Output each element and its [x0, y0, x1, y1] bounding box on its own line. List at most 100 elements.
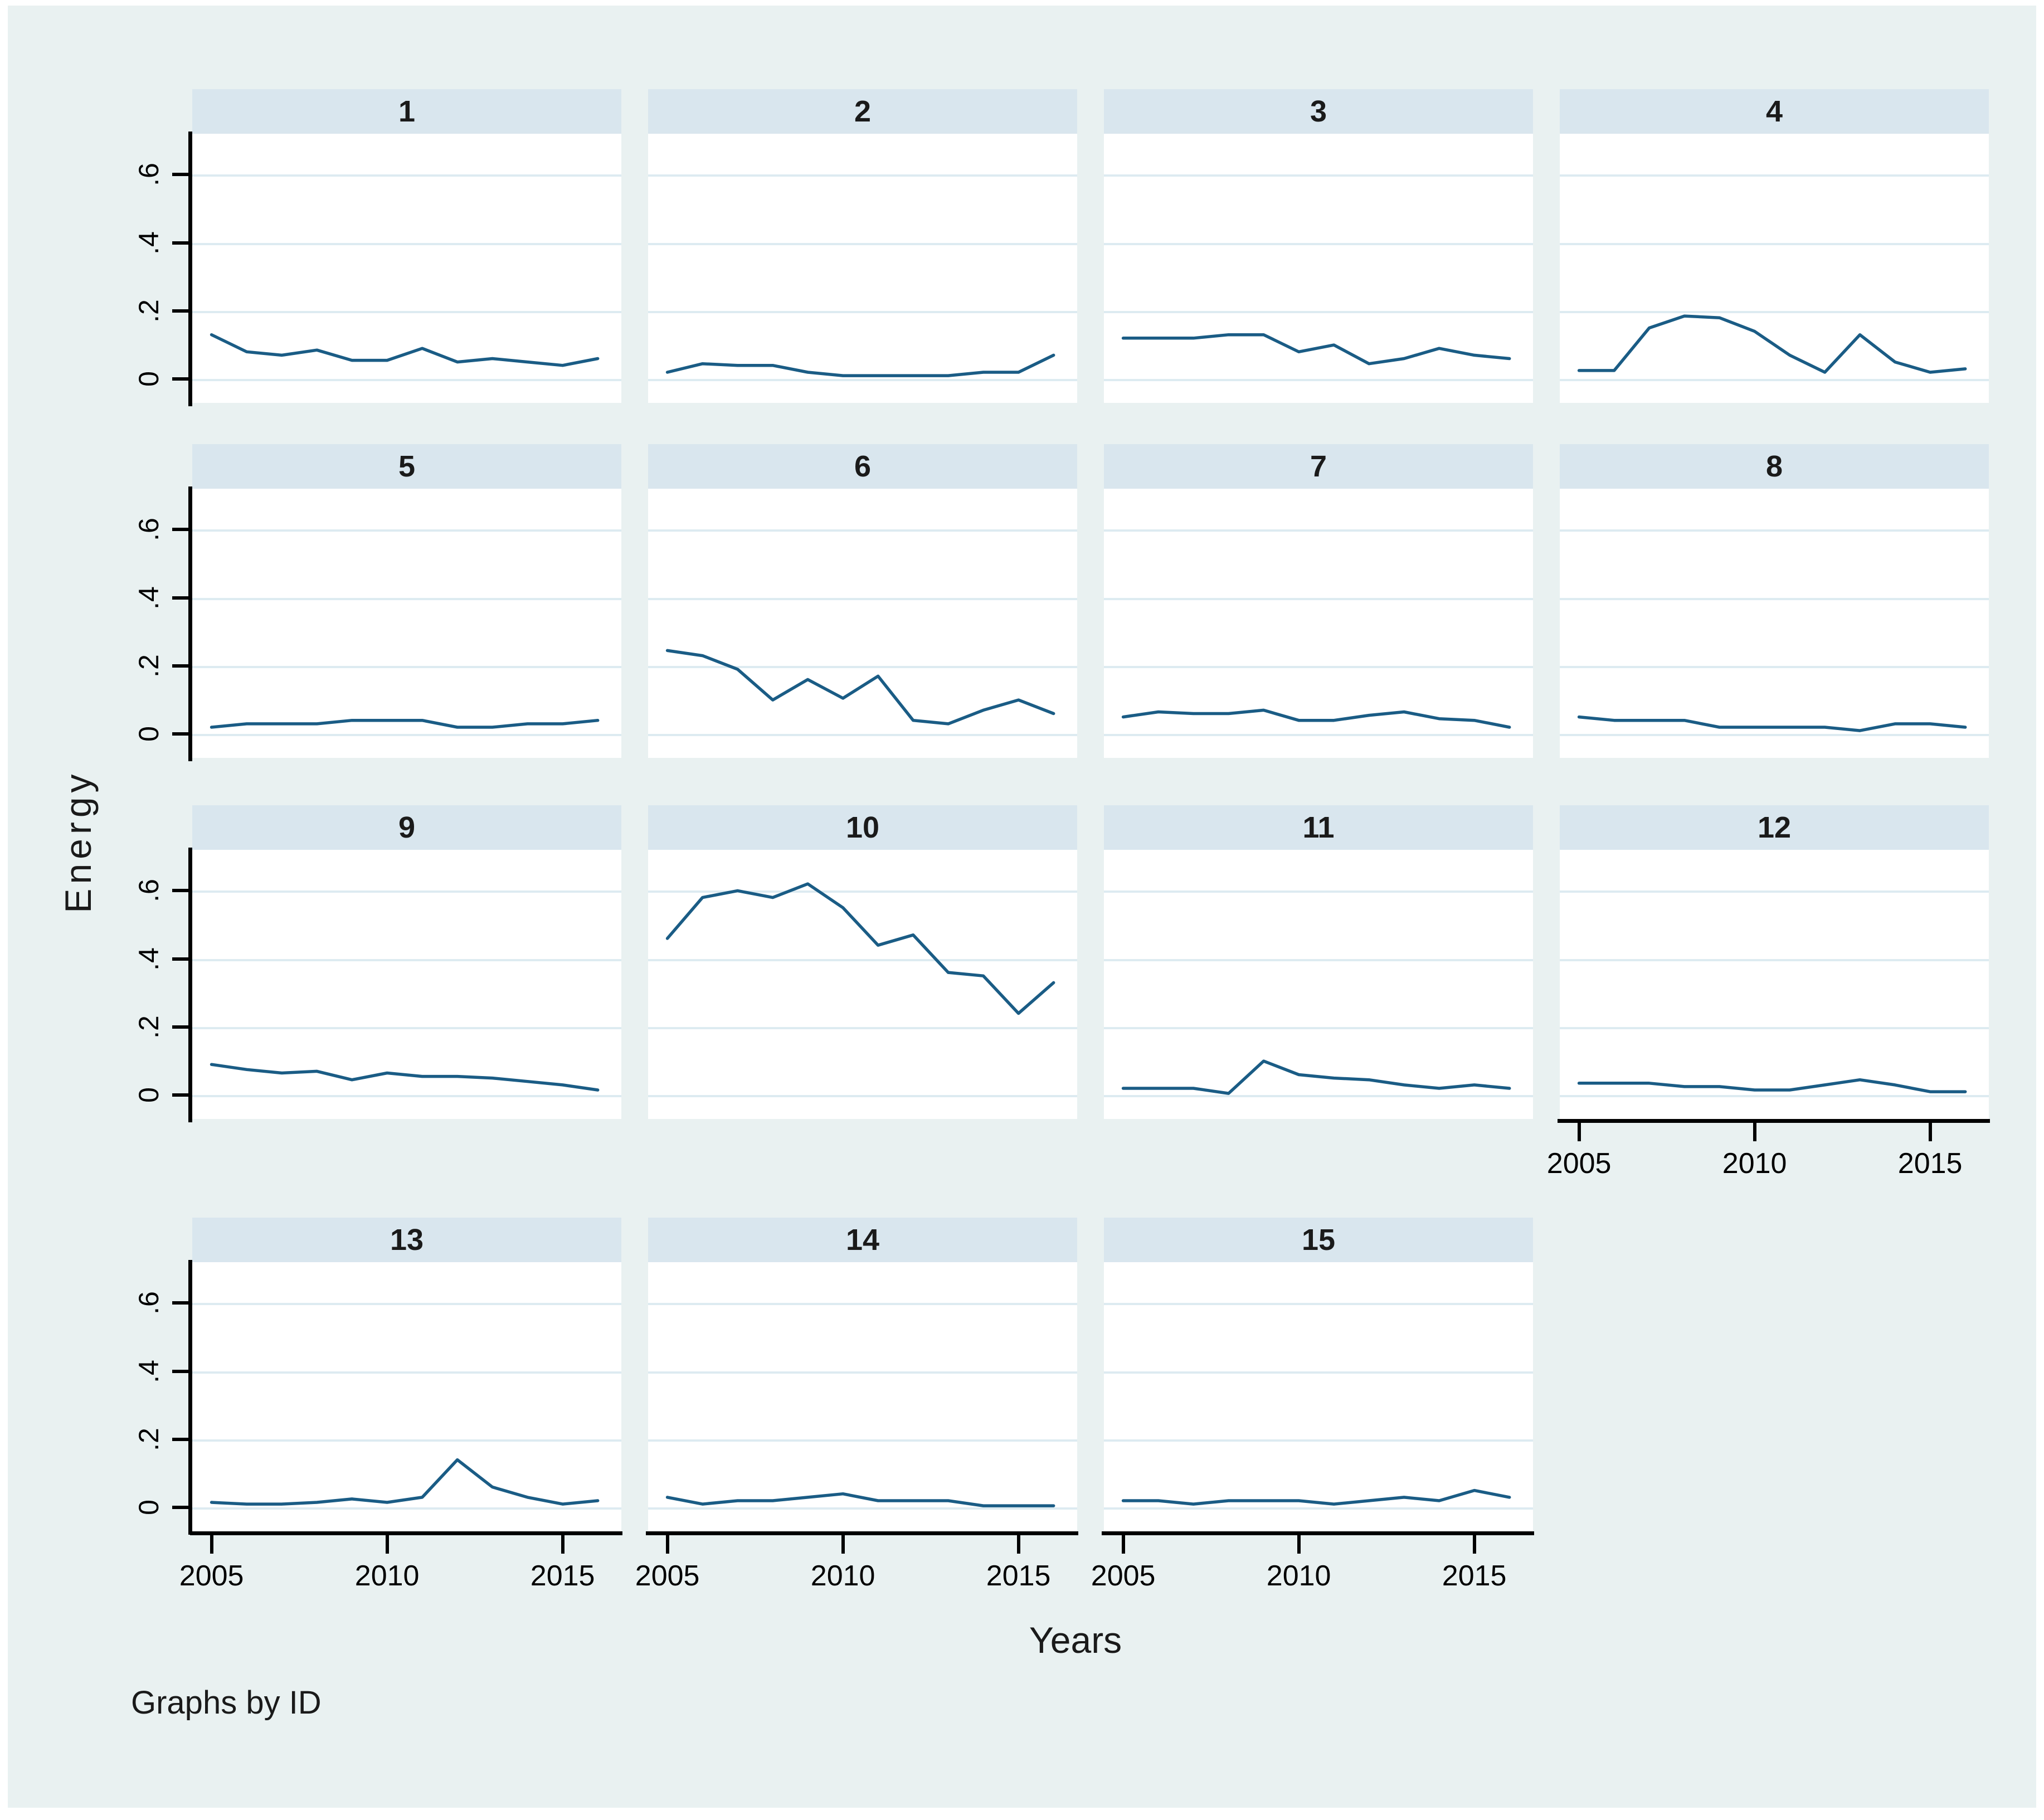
panel-plot-area: 2005 2010 2015	[635, 1262, 1078, 1592]
panel-plot-area	[1560, 134, 1989, 403]
gridline-y0.6	[1560, 529, 1989, 532]
y-axis-tick-label: .4	[133, 586, 164, 610]
gridline-y0	[648, 1095, 1077, 1098]
gridline-y0.6	[648, 890, 1077, 893]
panel-title: 6	[648, 444, 1077, 489]
gridline-y0	[648, 1507, 1077, 1510]
panel-plot-area	[1104, 134, 1533, 403]
y-axis-tick-label: .6	[133, 518, 164, 542]
gridline-y0.6	[1104, 174, 1533, 177]
gridline-y0.6	[648, 1303, 1077, 1306]
panel-title: 3	[1104, 89, 1533, 134]
energy-line-series	[1577, 314, 1967, 374]
panel-title: 7	[1104, 444, 1533, 489]
y-axis-tick	[172, 377, 188, 381]
line-chart	[665, 1492, 1055, 1507]
panel-row-2: 5 0 .2 .4 .6 6 7 8	[133, 444, 1989, 761]
panel-cell-3: 3	[1104, 89, 1533, 403]
gridline-y0.2	[192, 665, 621, 668]
gridline-y0.4	[1104, 1371, 1533, 1374]
panel-title: 5	[192, 444, 621, 489]
gridline-y0	[648, 379, 1077, 382]
panel-cell-4: 4	[1560, 89, 1989, 403]
gridline-y0.4	[1560, 597, 1989, 600]
x-axis-tick-label: 2010	[354, 1560, 420, 1592]
line-chart	[210, 333, 600, 367]
panel-plot-area: 2005 2010 2015	[1547, 850, 1990, 1180]
x-axis-tick-label: 2015	[986, 1560, 1051, 1592]
gridline-y0.2	[192, 310, 621, 313]
energy-line-series	[665, 882, 1055, 1015]
x-axis-line	[190, 1531, 622, 1535]
gridline-y0.6	[192, 174, 621, 177]
y-axis-tick	[172, 596, 188, 600]
gridline-y0	[1104, 1095, 1533, 1098]
panel-cell-10: 10	[648, 805, 1077, 1119]
x-axis-tick-label: 2005	[1091, 1560, 1156, 1592]
gridline-y0.4	[1560, 242, 1989, 245]
line-chart	[1121, 708, 1511, 729]
y-axis-tick	[172, 732, 188, 736]
energy-line-series	[210, 333, 600, 367]
panel-title: 2	[648, 89, 1077, 134]
panel-title: 8	[1560, 444, 1989, 489]
gridline-y0.4	[1560, 958, 1989, 961]
panel-plot-area: 0 .2 .4 .6 2005 2010 2015	[133, 1260, 622, 1592]
energy-line-series	[1577, 715, 1967, 732]
gridline-y0.2	[648, 310, 1077, 313]
panel-plot-area: 0 .2 .4 .6	[133, 486, 621, 761]
energy-line-series	[1121, 1488, 1511, 1506]
gridline-y0	[1560, 734, 1989, 737]
line-chart	[210, 1458, 600, 1506]
panel-title: 9	[192, 805, 621, 850]
x-axis-tick-label: 2005	[179, 1560, 244, 1592]
panel-plot-area: 0 .2 .4 .6	[133, 132, 621, 406]
gridline-y0.6	[1560, 890, 1989, 893]
y-axis-tick	[172, 889, 188, 893]
y-axis-tick	[172, 1093, 188, 1097]
gridline-y0.6	[192, 529, 621, 532]
panel-title: 14	[648, 1218, 1077, 1262]
gridline-y0	[192, 1095, 621, 1098]
x-axis-tick-label: 2005	[635, 1560, 700, 1592]
gridline-y0.2	[1560, 1026, 1989, 1029]
y-axis-tick-label: .4	[133, 1359, 164, 1383]
panel-title: 10	[648, 805, 1077, 850]
y-axis-tick-label: .6	[133, 1291, 164, 1315]
panel-plot-area: 2005 2010 2015	[1091, 1262, 1534, 1592]
energy-line-series	[665, 353, 1055, 377]
y-axis-tick-label: 0	[133, 371, 164, 387]
by-note: Graphs by ID	[131, 1685, 322, 1721]
gridline-y0.6	[648, 529, 1077, 532]
x-axis-tick	[385, 1535, 389, 1554]
y-axis-tick-label: 0	[133, 1500, 164, 1516]
gridline-y0.4	[1104, 242, 1533, 245]
x-axis-tick	[1753, 1123, 1756, 1141]
gridline-y0.4	[648, 958, 1077, 961]
x-axis-tick	[210, 1535, 213, 1554]
gridline-y0.2	[1104, 310, 1533, 313]
panel-plot-area: 0 .2 .4 .6	[133, 848, 621, 1122]
x-axis-tick-label: 2010	[810, 1560, 875, 1592]
x-axis-line	[1558, 1119, 1990, 1123]
x-axis-line	[646, 1531, 1078, 1535]
x-axis-tick-label: 2005	[1546, 1147, 1612, 1180]
x-axis-tick	[665, 1535, 669, 1554]
x-axis-tick	[1121, 1535, 1125, 1554]
panel-cell-9: 9 0 .2 .4 .6	[133, 805, 621, 1122]
panel-title: 12	[1560, 805, 1989, 850]
x-axis-tick	[1472, 1535, 1476, 1554]
gridline-y0	[192, 379, 621, 382]
panel-cell-6: 6	[648, 444, 1077, 758]
y-axis-line	[188, 132, 192, 406]
y-axis-tick-label: .2	[133, 1015, 164, 1039]
line-chart	[665, 649, 1055, 726]
x-axis-tick-label: 2010	[1722, 1147, 1787, 1180]
panel-title: 1	[192, 89, 621, 134]
panel-row-3: 9 0 .2 .4 .6 10 11 12 2005 2010 2015	[133, 805, 1990, 1180]
x-axis-tick-label: 2015	[1897, 1147, 1963, 1180]
y-axis-title: Energy	[57, 770, 99, 913]
panel-plot-area	[648, 850, 1077, 1119]
line-chart	[1577, 314, 1967, 374]
gridline-y0.2	[1104, 665, 1533, 668]
